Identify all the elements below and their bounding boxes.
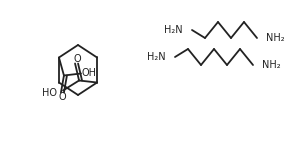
Text: H₂N: H₂N xyxy=(147,52,166,62)
Text: NH₂: NH₂ xyxy=(262,60,281,70)
Text: NH₂: NH₂ xyxy=(266,33,285,43)
Text: H₂N: H₂N xyxy=(164,25,183,35)
Text: O: O xyxy=(58,92,66,103)
Text: O: O xyxy=(73,53,81,63)
Text: HO: HO xyxy=(42,89,57,99)
Text: OH: OH xyxy=(81,69,96,79)
